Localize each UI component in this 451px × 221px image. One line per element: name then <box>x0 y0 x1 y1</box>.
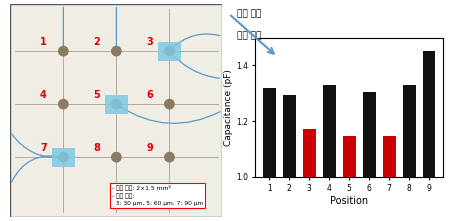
Circle shape <box>165 99 174 109</box>
Circle shape <box>111 152 121 162</box>
Circle shape <box>59 152 68 162</box>
Bar <box>402 85 414 221</box>
Text: 층간 분리: 층간 분리 <box>237 9 261 18</box>
Text: - 결함 크기: 2×1.5 mm²
- 결함 두께:
  3: 30 μm, 5: 60 μm, 7: 90 μm: - 결함 크기: 2×1.5 mm² - 결함 두께: 3: 30 μm, 5:… <box>112 185 203 206</box>
FancyBboxPatch shape <box>157 42 181 61</box>
X-axis label: Position: Position <box>329 196 368 206</box>
Circle shape <box>111 46 121 56</box>
Bar <box>322 85 335 221</box>
Text: 7: 7 <box>40 143 46 153</box>
Text: 6: 6 <box>146 90 152 100</box>
Y-axis label: Capacitance (pF): Capacitance (pF) <box>223 69 232 146</box>
Text: 3: 3 <box>146 37 152 47</box>
Bar <box>362 92 375 221</box>
FancyBboxPatch shape <box>105 95 128 114</box>
Circle shape <box>111 99 121 109</box>
Text: 8: 8 <box>93 143 100 153</box>
Circle shape <box>59 46 68 56</box>
Bar <box>302 130 315 221</box>
Circle shape <box>165 46 174 56</box>
Text: 9: 9 <box>146 143 152 153</box>
Bar <box>422 51 434 221</box>
Bar <box>342 136 355 221</box>
Text: 1: 1 <box>40 37 46 47</box>
Bar <box>382 136 395 221</box>
Bar <box>262 88 275 221</box>
Circle shape <box>165 152 174 162</box>
Text: 5: 5 <box>93 90 100 100</box>
Bar <box>282 95 295 221</box>
Text: 결함 모사: 결함 모사 <box>237 31 261 40</box>
FancyBboxPatch shape <box>10 4 222 217</box>
FancyBboxPatch shape <box>51 148 75 167</box>
Text: 2: 2 <box>93 37 100 47</box>
Text: 4: 4 <box>40 90 46 100</box>
Circle shape <box>59 99 68 109</box>
